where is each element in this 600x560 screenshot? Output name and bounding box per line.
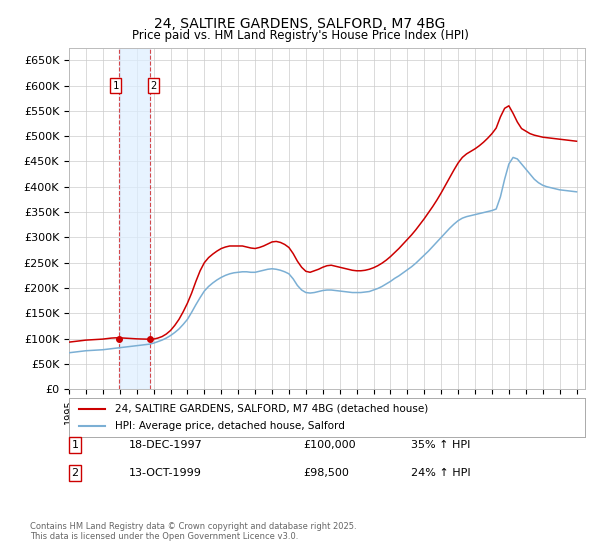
Text: £98,500: £98,500 <box>303 468 349 478</box>
Text: £100,000: £100,000 <box>303 440 356 450</box>
Text: Contains HM Land Registry data © Crown copyright and database right 2025.
This d: Contains HM Land Registry data © Crown c… <box>30 522 356 542</box>
Bar <box>119 48 150 389</box>
Text: 18-DEC-1997: 18-DEC-1997 <box>129 440 203 450</box>
Text: 24, SALTIRE GARDENS, SALFORD, M7 4BG (detached house): 24, SALTIRE GARDENS, SALFORD, M7 4BG (de… <box>115 404 428 414</box>
Text: Price paid vs. HM Land Registry's House Price Index (HPI): Price paid vs. HM Land Registry's House … <box>131 29 469 42</box>
Text: 13-OCT-1999: 13-OCT-1999 <box>129 468 202 478</box>
Text: 2: 2 <box>71 468 79 478</box>
Text: 35% ↑ HPI: 35% ↑ HPI <box>411 440 470 450</box>
Text: HPI: Average price, detached house, Salford: HPI: Average price, detached house, Salf… <box>115 421 346 431</box>
Text: 24, SALTIRE GARDENS, SALFORD, M7 4BG: 24, SALTIRE GARDENS, SALFORD, M7 4BG <box>154 17 446 31</box>
Text: 24% ↑ HPI: 24% ↑ HPI <box>411 468 470 478</box>
Text: 2: 2 <box>150 81 157 91</box>
Text: 1: 1 <box>113 81 119 91</box>
Text: 1: 1 <box>71 440 79 450</box>
